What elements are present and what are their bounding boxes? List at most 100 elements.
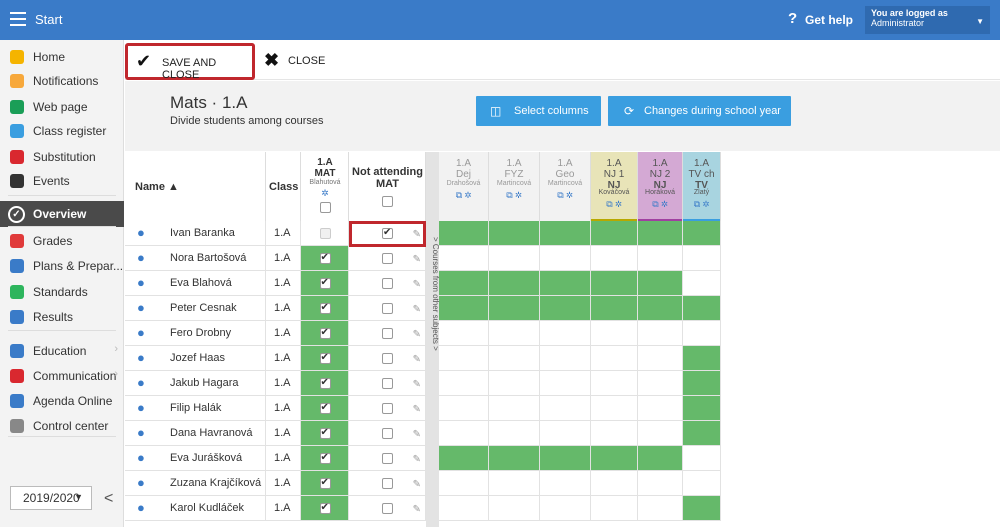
not-attending-checkbox[interactable]: [382, 227, 393, 239]
sidebar-item-plans-prepar[interactable]: Plans & Prepar...: [0, 255, 124, 277]
pencil-icon[interactable]: ✎: [412, 254, 421, 265]
gear-icon[interactable]: ⧉ ✲: [652, 199, 668, 209]
column-header-name[interactable]: Name ▲: [125, 152, 266, 221]
not-attending-checkbox[interactable]: [382, 353, 393, 364]
sidebar-item-overview[interactable]: ✓ Overview: [0, 201, 124, 227]
student-name-cell: ● Eva Jurášková: [125, 446, 266, 471]
other-subject-cell: [683, 246, 721, 271]
sidebar-item-communication[interactable]: Communication ›: [0, 365, 124, 387]
help-icon[interactable]: ?: [788, 10, 798, 27]
gear-icon[interactable]: ⧉ ✲: [506, 190, 522, 200]
mat-course-checkbox[interactable]: [319, 277, 331, 289]
not-attending-checkbox[interactable]: [382, 403, 393, 414]
sidebar-item-events[interactable]: Events: [0, 170, 124, 192]
close-button[interactable]: ✖ CLOSE: [260, 43, 340, 80]
star-icon: [10, 50, 24, 64]
sidebar-item-control-center[interactable]: Control center: [0, 415, 124, 437]
not-attending-checkbox[interactable]: [382, 503, 393, 514]
student-name[interactable]: Dana Havranová: [170, 427, 253, 439]
get-help-link[interactable]: Get help: [805, 13, 854, 27]
mat-course-checkbox[interactable]: [319, 402, 331, 414]
close-icon: ✖: [264, 50, 280, 70]
student-name[interactable]: Jozef Haas: [170, 352, 226, 364]
sidebar-item-education[interactable]: Education ›: [0, 340, 124, 362]
pencil-icon[interactable]: ✎: [412, 479, 421, 490]
student-name[interactable]: Ivan Baranka: [170, 227, 235, 239]
student-name[interactable]: Jakub Hagara: [170, 377, 239, 389]
school-year-select[interactable]: 2019/2020 ▼: [10, 486, 92, 510]
mat-course-checkbox[interactable]: [319, 352, 331, 364]
gear-icon[interactable]: ✲: [321, 188, 329, 198]
sidebar-item-standards[interactable]: Standards: [0, 281, 124, 303]
sidebar-item-class-register[interactable]: Class register: [0, 120, 124, 142]
pencil-icon[interactable]: ✎: [412, 329, 421, 340]
other-subject-header-text: NJ 1: [603, 169, 625, 180]
hamburger-menu-icon[interactable]: [10, 12, 26, 26]
pencil-icon[interactable]: ✎: [412, 279, 421, 290]
sidebar-item-substitution[interactable]: Substitution: [0, 146, 124, 168]
gear-icon[interactable]: ⧉ ✲: [693, 199, 710, 209]
column-header-class[interactable]: Class: [266, 152, 301, 221]
not-attending-checkbox[interactable]: [382, 253, 393, 264]
not-attending-select-all-checkbox[interactable]: [382, 196, 393, 207]
other-subject-cell: [489, 271, 540, 296]
other-subject-cell: [489, 246, 540, 271]
sidebar-item-label: Overview: [33, 207, 87, 221]
mat-course-checkbox[interactable]: [319, 252, 331, 264]
sidebar-item-grades[interactable]: Grades: [0, 230, 124, 252]
pencil-icon[interactable]: ✎: [412, 229, 421, 240]
not-attending-checkbox[interactable]: [382, 453, 393, 464]
select-columns-button[interactable]: ◫ Select columns: [476, 96, 601, 126]
mat-course-checkbox[interactable]: [319, 377, 331, 389]
gear-icon[interactable]: ⧉ ✲: [557, 190, 573, 200]
not-attending-checkbox[interactable]: [382, 278, 393, 289]
gear-icon[interactable]: ⧉ ✲: [606, 199, 622, 209]
not-attending-checkbox[interactable]: [382, 478, 393, 489]
mat-course-checkbox[interactable]: [319, 327, 331, 339]
student-name[interactable]: Peter Cesnak: [170, 302, 237, 314]
sidebar-item-web-page[interactable]: Web page: [0, 96, 124, 118]
student-name[interactable]: Zuzana Krajčíková: [170, 477, 262, 489]
user-caption: You are logged as: [871, 8, 948, 18]
student-name[interactable]: Eva Blahová: [170, 277, 232, 289]
student-name[interactable]: Nora Bartošová: [170, 252, 247, 264]
sidebar-item-home[interactable]: Home: [0, 46, 124, 68]
collapse-sidebar-button[interactable]: <: [104, 490, 114, 507]
mat-course-checkbox[interactable]: [319, 452, 331, 464]
other-subjects-strip[interactable]: [426, 152, 439, 527]
changes-during-year-button[interactable]: ⟳ Changes during school year: [608, 96, 791, 126]
pencil-icon[interactable]: ✎: [412, 354, 421, 365]
student-name[interactable]: Fero Drobny: [170, 327, 232, 339]
pencil-icon[interactable]: ✎: [412, 454, 421, 465]
pencil-icon[interactable]: ✎: [412, 379, 421, 390]
other-subject-cell: [540, 246, 591, 271]
other-subject-cell: [591, 321, 638, 346]
mat-course-checkbox[interactable]: [319, 502, 331, 514]
mat-course-checkbox[interactable]: [319, 302, 331, 314]
person-icon: ●: [137, 475, 145, 490]
app-title[interactable]: Start: [35, 12, 63, 27]
not-attending-checkbox[interactable]: [382, 303, 393, 314]
gear-icon[interactable]: ⧉ ✲: [455, 190, 472, 200]
column-header-other-subject: 1.A Dej Drahošová ⧉ ✲: [439, 152, 489, 221]
sidebar-item-label: Control center: [33, 419, 109, 433]
pencil-icon[interactable]: ✎: [412, 304, 421, 315]
pencil-icon[interactable]: ✎: [412, 404, 421, 415]
mat-course-checkbox[interactable]: [319, 427, 331, 439]
sidebar-item-notifications[interactable]: Notifications: [0, 70, 124, 92]
pencil-icon[interactable]: ✎: [412, 429, 421, 440]
student-name[interactable]: Karol Kudláček: [170, 502, 244, 514]
sidebar-item-agenda-online[interactable]: Agenda Online: [0, 390, 124, 412]
not-attending-checkbox[interactable]: [382, 378, 393, 389]
mat-select-all-checkbox[interactable]: [319, 202, 331, 213]
sidebar-item-label: Substitution: [33, 150, 96, 164]
student-name[interactable]: Filip Halák: [170, 402, 222, 414]
mat-course-checkbox[interactable]: [319, 477, 331, 489]
not-attending-checkbox[interactable]: [382, 328, 393, 339]
save-and-close-button[interactable]: ✔ SAVE AND CLOSE: [125, 43, 255, 81]
not-attending-checkbox[interactable]: [382, 428, 393, 439]
pencil-icon[interactable]: ✎: [412, 504, 421, 515]
sidebar-item-results[interactable]: Results: [0, 306, 124, 328]
user-menu[interactable]: You are logged as Administrator ▼: [865, 6, 990, 34]
student-name[interactable]: Eva Jurášková: [170, 452, 243, 464]
